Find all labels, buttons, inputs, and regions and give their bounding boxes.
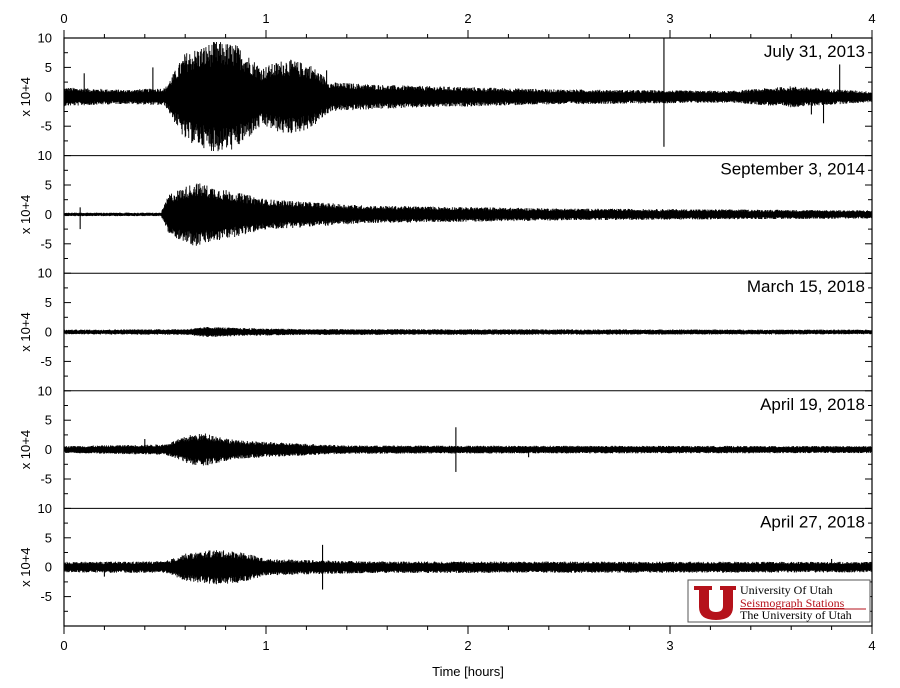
waveform-trace [63,433,873,466]
y-axis-label: x 10+4 [18,77,33,116]
y-tick-label: -5 [40,119,52,134]
y-tick-label: 10 [38,148,52,163]
y-tick-label: 10 [38,501,52,516]
waveform-trace [63,183,873,246]
x-tick-label-top: 2 [464,11,471,26]
panel-date-label: March 15, 2018 [747,277,865,296]
y-tick-label: 10 [38,266,52,281]
logo-university-name: University Of Utah [740,583,833,597]
panel-date-label: July 31, 2013 [764,42,865,61]
panel-3: March 15, 2018 x 10+4 10 5 0 -5 [18,266,873,377]
y-tick-label: -5 [40,236,52,251]
block-u-shape [694,586,736,620]
y-axis-label: x 10+4 [18,430,33,469]
y-tick-label: 0 [45,442,52,457]
panel-date-label: September 3, 2014 [720,160,865,179]
logo-institution: The University of Utah [740,608,852,622]
y-tick-label: 5 [45,295,52,310]
panel-date-label: April 27, 2018 [760,512,865,531]
x-tick-label-top: 4 [868,11,875,26]
x-tick-label: 2 [464,638,471,653]
y-tick-label: -5 [40,354,52,369]
y-tick-label: 10 [38,31,52,46]
y-tick-label: 5 [45,530,52,545]
y-tick-label: -5 [40,472,52,487]
waveform-trace [63,550,873,585]
y-tick-label: 10 [38,383,52,398]
y-tick-label: 0 [45,89,52,104]
x-tick-label: 1 [262,638,269,653]
panel-5: April 27, 2018 x 10+4 10 5 0 -5 [18,501,873,612]
x-tick-label-top: 0 [60,11,67,26]
x-tick-label-top: 3 [666,11,673,26]
y-tick-label: 0 [45,560,52,575]
y-axis-label: x 10+4 [18,312,33,351]
x-tick-label: 4 [868,638,875,653]
panel-2: September 3, 2014 x 10+4 10 5 0 -5 [18,148,873,259]
y-tick-label: 0 [45,207,52,222]
panel-date-label: April 19, 2018 [760,395,865,414]
logo-stations-name: Seismograph Stations [740,596,845,610]
waveform-trace [63,41,873,152]
y-tick-label: 5 [45,413,52,428]
x-tick-label: 0 [60,638,67,653]
panel-1: July 31, 2013 x 10+4 10 5 0 -5 [18,31,873,152]
x-tick-label-top: 1 [262,11,269,26]
block-u-icon [694,586,736,620]
waveform-trace [63,327,873,337]
panel-4: April 19, 2018 x 10+4 10 5 0 -5 [18,383,873,495]
y-axis-label: x 10+4 [18,547,33,586]
y-tick-label: -5 [40,589,52,604]
y-tick-label: 0 [45,325,52,340]
y-tick-label: 5 [45,178,52,193]
x-tick-label: 3 [666,638,673,653]
x-axis-label: Time [hours] [432,664,504,679]
y-axis-label: x 10+4 [18,195,33,234]
y-tick-label: 5 [45,60,52,75]
